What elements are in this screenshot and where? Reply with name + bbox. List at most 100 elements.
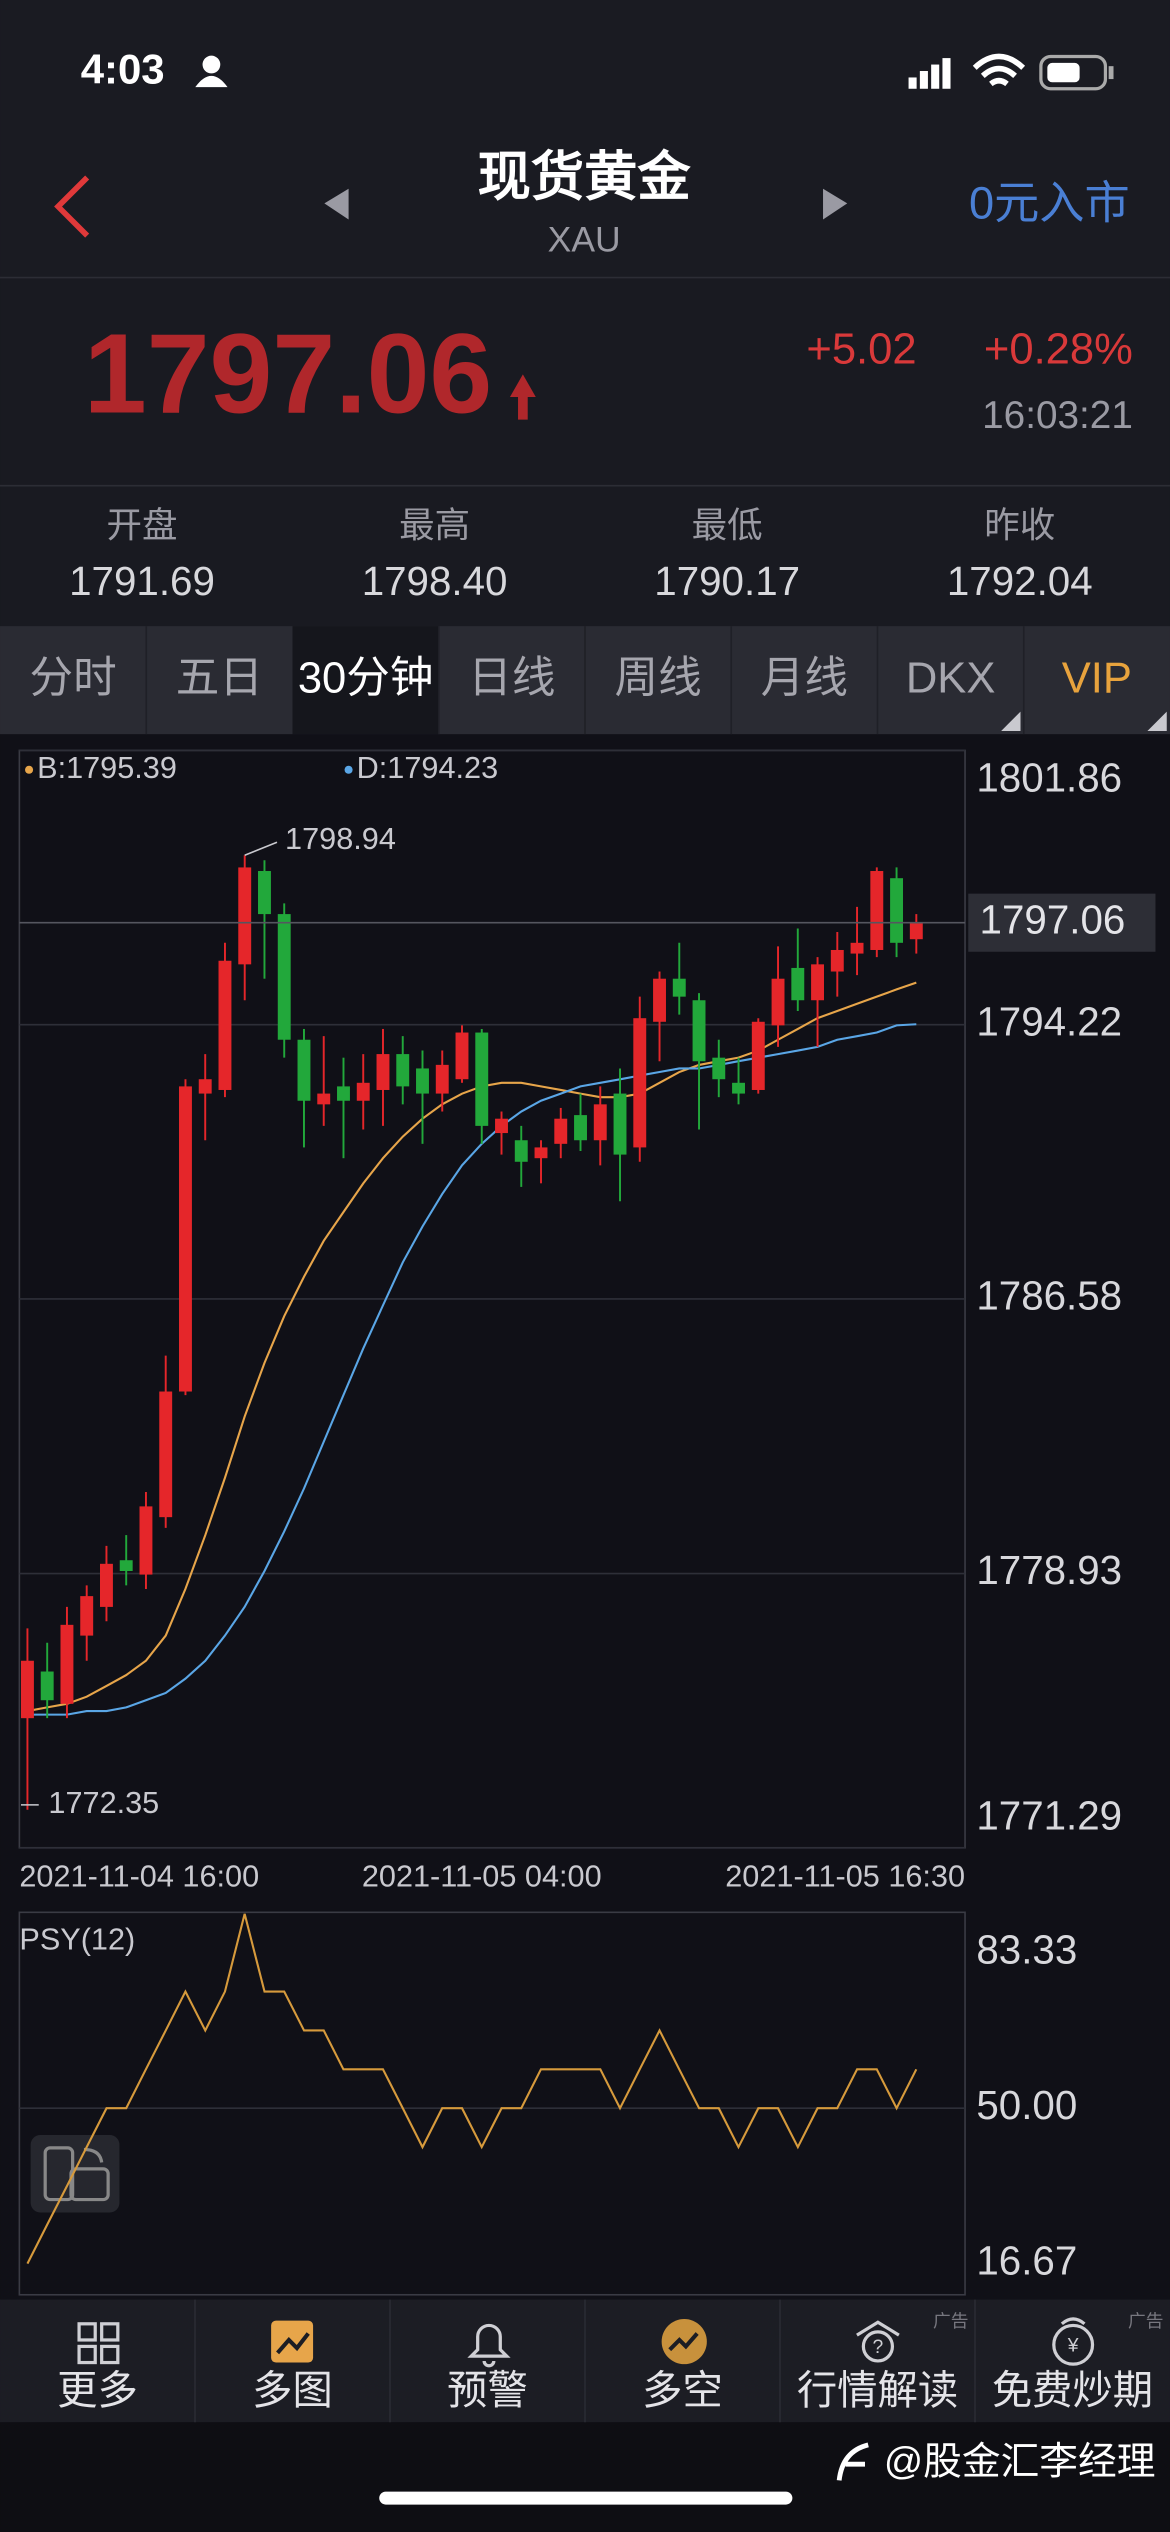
header-bg (0, 0, 1170, 278)
back-button[interactable] (54, 175, 90, 238)
wifi-icon (972, 53, 1026, 87)
candle-body (99, 1563, 113, 1607)
candle-body (258, 871, 271, 915)
nav-item[interactable]: 免费炒期 (992, 2367, 1153, 2413)
candle-body (356, 1082, 370, 1101)
title: 现货黄金 (478, 148, 692, 207)
tab-selected-bg (292, 626, 439, 735)
change-pct: +0.28% (984, 325, 1133, 373)
y-tick-label: 1794.22 (976, 998, 1122, 1044)
current-price-tag (968, 893, 1156, 952)
indicator-label: PSY(12) (19, 1922, 135, 1956)
y-tick-label: 1801.86 (976, 755, 1122, 801)
nav-item[interactable]: 行情解读 (797, 2367, 958, 2413)
candle-body (534, 1147, 548, 1159)
tab[interactable]: 五日 (176, 655, 263, 703)
candle-body (692, 1000, 706, 1062)
nav-icon (271, 2320, 314, 2363)
candle-body (495, 1118, 508, 1134)
status-user-icon (195, 55, 228, 88)
tab[interactable]: 周线 (615, 655, 702, 703)
ma-line (27, 1023, 917, 1716)
candle-body (80, 1596, 94, 1636)
candle-body (435, 1064, 449, 1094)
status-time: 4:03 (81, 46, 165, 93)
candle-body (514, 1140, 528, 1162)
nav-item[interactable]: 多空 (642, 2367, 723, 2413)
candle-body (277, 914, 291, 1040)
candle-body (159, 1391, 173, 1518)
nav-icon (77, 2322, 120, 2365)
tab[interactable]: VIP (1062, 655, 1132, 703)
candle-body (751, 1021, 765, 1090)
y-tick-label: 1778.93 (976, 1547, 1122, 1593)
candle-body (811, 964, 824, 1001)
legend-label: D:1794.23 (357, 751, 498, 785)
prev-button[interactable] (324, 188, 349, 220)
candle-body (554, 1118, 568, 1144)
tab[interactable]: DKX (906, 655, 996, 703)
battery-icon (1039, 54, 1114, 91)
tab[interactable]: 日线 (468, 655, 555, 703)
low-annotation: 1772.35 (48, 1786, 159, 1820)
signal-icon (908, 58, 951, 89)
watermark-logo (836, 2442, 869, 2481)
quote-time: 16:03:21 (982, 394, 1133, 437)
legend-dot (25, 765, 34, 774)
candle-body (909, 922, 923, 940)
stat-label: 最高 (399, 505, 470, 545)
rotate-button[interactable] (30, 2135, 120, 2213)
candle-body (198, 1079, 212, 1094)
candle-body (870, 871, 884, 950)
tab[interactable]: 分时 (30, 655, 117, 703)
nav-icon (467, 2323, 511, 2368)
candle-body (396, 1054, 410, 1087)
tab[interactable]: 月线 (761, 655, 848, 703)
candle-body (317, 1093, 331, 1105)
svg-text:?: ? (873, 2336, 884, 2358)
nav-item[interactable]: 预警 (447, 2367, 528, 2413)
stat-value: 1798.40 (362, 558, 508, 604)
subtitle: XAU (548, 219, 621, 259)
stat-value: 1790.17 (654, 558, 800, 604)
y-tick-label: 1771.29 (976, 1792, 1122, 1838)
y-tick-label: 50.00 (976, 2082, 1077, 2128)
nav-icon (661, 2318, 707, 2365)
y-tick-label: 1786.58 (976, 1273, 1122, 1319)
psy-line (26, 1913, 918, 2265)
candle-body (337, 1086, 350, 1101)
candle-body (732, 1082, 745, 1094)
home-indicator (379, 2491, 793, 2505)
candle-body (60, 1624, 74, 1704)
legend-label: B:1795.39 (37, 751, 177, 785)
stat-value: 1792.04 (947, 558, 1093, 604)
nav-item[interactable]: 更多 (57, 2367, 138, 2413)
candle-body (850, 942, 864, 954)
candle-body (416, 1068, 429, 1094)
candle-body (613, 1093, 627, 1155)
tab[interactable]: 30分钟 (298, 655, 434, 703)
stat-value: 1791.69 (69, 558, 215, 604)
next-button[interactable] (823, 188, 848, 220)
candle-body (139, 1506, 153, 1575)
candle-body (119, 1560, 133, 1571)
candle-body (890, 878, 904, 943)
tab-dropdown-mark (1001, 711, 1021, 732)
chart-bg (0, 734, 1170, 2300)
bottom-bg (0, 2422, 1170, 2532)
nav-item[interactable]: 多图 (252, 2367, 333, 2413)
x-tick-label: 2021-11-05 04:00 (362, 1860, 602, 1894)
x-tick-label: 2021-11-04 16:00 (19, 1860, 259, 1894)
stat-label: 昨收 (984, 505, 1055, 545)
candle-body (830, 949, 844, 972)
nav-icon: ¥ (1052, 2317, 1095, 2366)
candle-body (475, 1032, 489, 1126)
candle-body (376, 1054, 390, 1090)
last-price: 1797.06 (84, 310, 492, 436)
candle-body (218, 960, 232, 1090)
candle-body (455, 1032, 469, 1080)
watermark: @股金汇李经理 (884, 2440, 1156, 2483)
open-account-link[interactable]: 0元入市 (969, 177, 1130, 228)
